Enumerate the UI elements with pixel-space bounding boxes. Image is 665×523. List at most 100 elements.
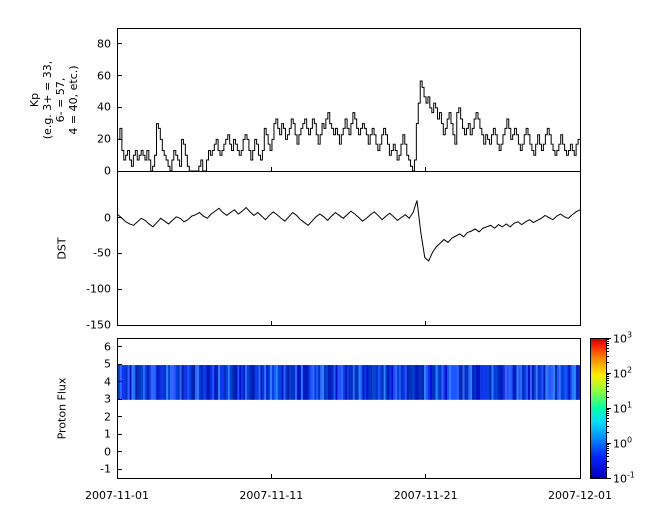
flux-stripe (568, 365, 571, 400)
flux-stripe (273, 365, 277, 400)
colorbar-minor-tick (607, 412, 609, 414)
flux-stripe (312, 365, 315, 400)
flux-stripe (535, 365, 538, 400)
proton-y-tick (118, 346, 122, 348)
flux-stripe (383, 365, 386, 400)
flux-stripe (148, 365, 152, 400)
proton-y-tick (118, 363, 122, 365)
kp-y-tick (118, 106, 122, 108)
flux-stripe (516, 365, 519, 400)
colorbar-minor-tick (607, 445, 609, 447)
flux-stripe (545, 365, 548, 400)
flux-stripe (256, 365, 259, 400)
flux-stripe (210, 365, 213, 400)
dst-y-tick (118, 252, 122, 254)
flux-stripe (287, 365, 290, 400)
flux-stripe (283, 365, 286, 400)
colorbar-minor-tick (607, 418, 609, 420)
colorbar-tick-label: 101 (613, 400, 633, 416)
flux-stripe (356, 365, 359, 400)
flux-stripe (248, 365, 252, 400)
flux-stripe (377, 365, 381, 400)
flux-stripe (189, 365, 192, 400)
colorbar-minor-tick (607, 447, 609, 449)
kp-y-tick-label: 0 (104, 164, 111, 178)
flux-stripe (576, 365, 579, 400)
kp-x-tick (116, 167, 118, 171)
flux-stripe (429, 365, 433, 400)
flux-stripe (314, 365, 317, 400)
x-tick-label: 2007-12-01 (548, 489, 612, 502)
flux-stripe (574, 365, 577, 400)
flux-stripe (231, 365, 234, 400)
flux-stripe (451, 365, 454, 400)
flux-stripe (372, 365, 375, 400)
flux-stripe (472, 365, 475, 400)
dst-axis-label: DST (55, 237, 69, 260)
flux-stripe (499, 365, 502, 400)
flux-stripe (227, 365, 230, 400)
flux-stripe (404, 365, 408, 400)
proton-flux-panel (117, 338, 581, 479)
flux-stripe (191, 365, 194, 400)
flux-stripe (352, 365, 356, 400)
flux-stripe (333, 365, 336, 400)
flux-stripe (168, 365, 171, 400)
colorbar-minor-tick (607, 431, 609, 433)
flux-stripe (160, 365, 163, 400)
flux-stripe (291, 365, 294, 400)
colorbar-minor-tick (607, 453, 609, 455)
colorbar-minor-tick (607, 460, 609, 462)
flux-stripe (564, 365, 567, 400)
flux-stripe (466, 365, 469, 400)
flux-stripe (481, 365, 485, 400)
flux-stripe (447, 365, 450, 400)
flux-stripe (198, 365, 202, 400)
flux-stripe (285, 365, 288, 400)
flux-stripe (397, 365, 400, 400)
flux-stripe (547, 365, 550, 400)
flux-stripe (164, 365, 167, 400)
flux-stripe (306, 365, 309, 400)
flux-stripe (279, 365, 282, 400)
flux-stripe (181, 365, 184, 400)
flux-stripe (375, 365, 379, 400)
flux-stripe (400, 365, 404, 400)
flux-stripe (243, 365, 246, 400)
flux-stripe (414, 365, 417, 400)
flux-stripe (528, 365, 531, 400)
flux-stripe (271, 365, 275, 400)
flux-stripe (337, 365, 340, 400)
proton-y-tick-label: 2 (104, 410, 111, 424)
flux-stripe (125, 365, 128, 400)
flux-stripe (387, 365, 390, 400)
dst-panel (117, 171, 581, 326)
flux-stripe (410, 365, 413, 400)
flux-stripe (235, 365, 238, 400)
flux-stripe (437, 365, 440, 400)
colorbar-minor-tick (607, 351, 609, 353)
colorbar-major-tick (607, 372, 611, 374)
flux-stripe (366, 365, 369, 400)
flux-stripe (439, 365, 442, 400)
flux-stripe (427, 365, 431, 400)
flux-stripe (487, 365, 490, 400)
flux-stripe (304, 365, 307, 400)
colorbar-minor-tick (607, 396, 609, 398)
proton-y-tick-label: 3 (104, 392, 111, 406)
kp-y-tick (118, 138, 122, 140)
flux-stripe (539, 365, 542, 400)
flux-stripe (322, 365, 325, 400)
flux-stripe (524, 365, 527, 400)
colorbar-minor-tick (607, 444, 609, 446)
flux-stripe (252, 365, 255, 400)
colorbar-minor-tick (607, 375, 609, 377)
flux-stripe (433, 365, 436, 400)
flux-stripe (137, 365, 140, 400)
flux-stripe (445, 365, 448, 400)
colorbar-minor-tick (607, 374, 609, 376)
flux-stripe (566, 365, 569, 400)
flux-stripe (562, 365, 565, 400)
flux-stripe (133, 365, 136, 400)
